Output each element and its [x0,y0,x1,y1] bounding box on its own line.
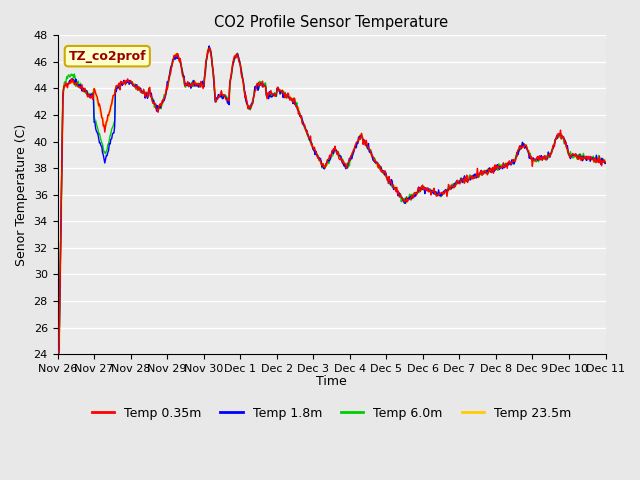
X-axis label: Time: Time [316,375,347,388]
Y-axis label: Senor Temperature (C): Senor Temperature (C) [15,123,28,266]
Legend: Temp 0.35m, Temp 1.8m, Temp 6.0m, Temp 23.5m: Temp 0.35m, Temp 1.8m, Temp 6.0m, Temp 2… [86,402,577,425]
Text: TZ_co2prof: TZ_co2prof [68,49,146,63]
Title: CO2 Profile Sensor Temperature: CO2 Profile Sensor Temperature [214,15,449,30]
